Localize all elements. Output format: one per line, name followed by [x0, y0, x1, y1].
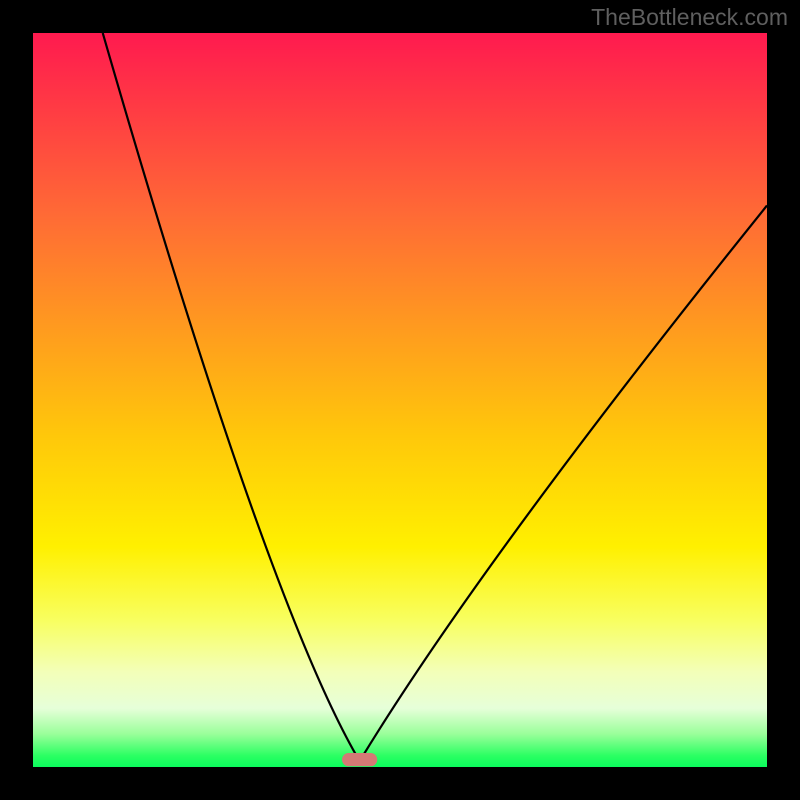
figure: TheBottleneck.com	[0, 0, 800, 800]
chart-svg	[0, 0, 800, 800]
gradient-background	[33, 33, 767, 767]
minimum-marker	[342, 753, 377, 766]
watermark-text: TheBottleneck.com	[591, 4, 788, 31]
